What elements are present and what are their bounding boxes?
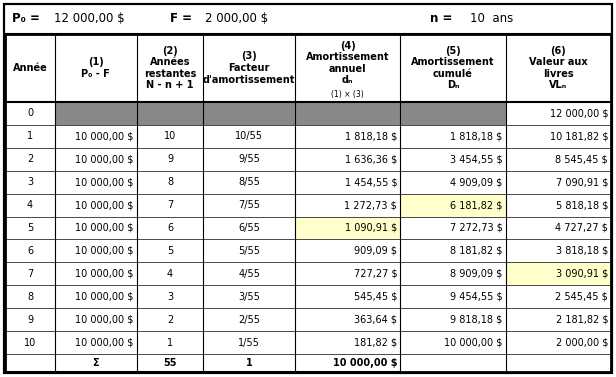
Text: 5/55: 5/55: [238, 246, 260, 256]
Text: 2/55: 2/55: [238, 315, 260, 325]
Text: 10 000,00 $: 10 000,00 $: [75, 223, 134, 233]
Text: 10 000,00 $: 10 000,00 $: [75, 131, 134, 141]
Text: 10 000,00 $: 10 000,00 $: [75, 246, 134, 256]
Text: 12 000,00 $: 12 000,00 $: [549, 109, 608, 118]
Text: 10 181,82 $: 10 181,82 $: [549, 131, 608, 141]
Text: 4: 4: [27, 200, 33, 210]
Text: 10 000,00 $: 10 000,00 $: [75, 200, 134, 210]
Text: 2: 2: [167, 315, 173, 325]
Text: 1: 1: [167, 337, 173, 348]
Bar: [295, 102, 400, 125]
Text: 5 818,18 $: 5 818,18 $: [556, 200, 608, 210]
Text: (2)
Années
restantes
N - n + 1: (2) Années restantes N - n + 1: [144, 46, 197, 90]
Bar: [203, 102, 295, 125]
Text: 6/55: 6/55: [238, 223, 260, 233]
Text: 4: 4: [167, 269, 173, 279]
Text: 1 272,73 $: 1 272,73 $: [344, 200, 397, 210]
Text: 12 000,00 $: 12 000,00 $: [54, 12, 124, 25]
Text: 4 727,27 $: 4 727,27 $: [555, 223, 608, 233]
Text: Année: Année: [12, 63, 47, 73]
Text: 3: 3: [167, 292, 173, 302]
Text: n =: n =: [430, 12, 452, 25]
Text: 7 272,73 $: 7 272,73 $: [450, 223, 503, 233]
Bar: [55, 102, 137, 125]
Bar: [295, 216, 400, 239]
Text: P₀ =: P₀ =: [12, 12, 40, 25]
Text: 8 909,09 $: 8 909,09 $: [450, 269, 503, 279]
Text: 10 000,00 $: 10 000,00 $: [75, 315, 134, 325]
Text: (1) × (3): (1) × (3): [331, 90, 364, 100]
Text: 10 000,00 $: 10 000,00 $: [333, 358, 397, 368]
Text: 1 818,18 $: 1 818,18 $: [345, 131, 397, 141]
Text: 181,82 $: 181,82 $: [354, 337, 397, 348]
Text: (6)
Valeur aux
livres
VLₙ: (6) Valeur aux livres VLₙ: [529, 46, 588, 90]
Text: Σ: Σ: [92, 358, 99, 368]
Text: 0: 0: [27, 109, 33, 118]
Text: 10 000,00 $: 10 000,00 $: [444, 337, 503, 348]
Text: 8 181,82 $: 8 181,82 $: [450, 246, 503, 256]
Text: F =: F =: [170, 12, 192, 25]
Text: 3 090,91 $: 3 090,91 $: [556, 269, 608, 279]
Text: 10 000,00 $: 10 000,00 $: [75, 177, 134, 187]
Text: 727,27 $: 727,27 $: [354, 269, 397, 279]
Text: 9 818,18 $: 9 818,18 $: [450, 315, 503, 325]
Bar: [506, 262, 611, 285]
Text: 8: 8: [27, 292, 33, 302]
Text: 10 000,00 $: 10 000,00 $: [75, 269, 134, 279]
Text: (3)
Facteur
d'amortissement: (3) Facteur d'amortissement: [203, 51, 295, 84]
Text: 10 000,00 $: 10 000,00 $: [75, 292, 134, 302]
Text: 1 454,55 $: 1 454,55 $: [344, 177, 397, 187]
Text: 9: 9: [27, 315, 33, 325]
Text: 1 090,91 $: 1 090,91 $: [345, 223, 397, 233]
Text: 9: 9: [167, 154, 173, 164]
Text: 6: 6: [27, 246, 33, 256]
Text: (1)
P₀ - F: (1) P₀ - F: [81, 57, 110, 79]
Text: 6 181,82 $: 6 181,82 $: [450, 200, 503, 210]
Text: 10/55: 10/55: [235, 131, 263, 141]
Text: 7/55: 7/55: [238, 200, 260, 210]
Text: 9 454,55 $: 9 454,55 $: [450, 292, 503, 302]
Text: 2 000,00 $: 2 000,00 $: [556, 337, 608, 348]
Text: 10 000,00 $: 10 000,00 $: [75, 154, 134, 164]
Text: 3 454,55 $: 3 454,55 $: [450, 154, 503, 164]
Text: 5: 5: [167, 246, 173, 256]
Text: 4/55: 4/55: [238, 269, 260, 279]
Text: 55: 55: [163, 358, 177, 368]
Text: 4 909,09 $: 4 909,09 $: [450, 177, 503, 187]
Text: 3: 3: [27, 177, 33, 187]
Text: 3/55: 3/55: [238, 292, 260, 302]
Bar: [137, 102, 203, 125]
Text: 2 545,45 $: 2 545,45 $: [555, 292, 608, 302]
Text: 1/55: 1/55: [238, 337, 260, 348]
Text: 8/55: 8/55: [238, 177, 260, 187]
Text: (4)
Amortissement
annuel
dₙ: (4) Amortissement annuel dₙ: [306, 41, 389, 86]
Text: 1: 1: [246, 358, 253, 368]
Text: 1 636,36 $: 1 636,36 $: [345, 154, 397, 164]
Text: (5)
Amortissement
cumulé
Dₙ: (5) Amortissement cumulé Dₙ: [411, 46, 495, 90]
Text: 7: 7: [27, 269, 33, 279]
Text: 545,45 $: 545,45 $: [354, 292, 397, 302]
Text: 1: 1: [27, 131, 33, 141]
Bar: [400, 194, 506, 216]
Text: 2 181,82 $: 2 181,82 $: [556, 315, 608, 325]
Text: 2: 2: [27, 154, 33, 164]
Text: 909,09 $: 909,09 $: [354, 246, 397, 256]
Bar: [5, 34, 611, 372]
Text: 7 090,91 $: 7 090,91 $: [556, 177, 608, 187]
Text: 10 000,00 $: 10 000,00 $: [75, 337, 134, 348]
Text: 6: 6: [167, 223, 173, 233]
Text: 8 545,45 $: 8 545,45 $: [556, 154, 608, 164]
Text: 2 000,00 $: 2 000,00 $: [205, 12, 268, 25]
Text: 10: 10: [164, 131, 176, 141]
Text: 8: 8: [167, 177, 173, 187]
Text: 1 818,18 $: 1 818,18 $: [450, 131, 503, 141]
Text: 7: 7: [167, 200, 173, 210]
Bar: [400, 102, 506, 125]
Text: 363,64 $: 363,64 $: [354, 315, 397, 325]
Text: 10: 10: [24, 337, 36, 348]
Text: 5: 5: [27, 223, 33, 233]
Text: 9/55: 9/55: [238, 154, 260, 164]
Text: 3 818,18 $: 3 818,18 $: [556, 246, 608, 256]
Text: 10  ans: 10 ans: [470, 12, 513, 25]
